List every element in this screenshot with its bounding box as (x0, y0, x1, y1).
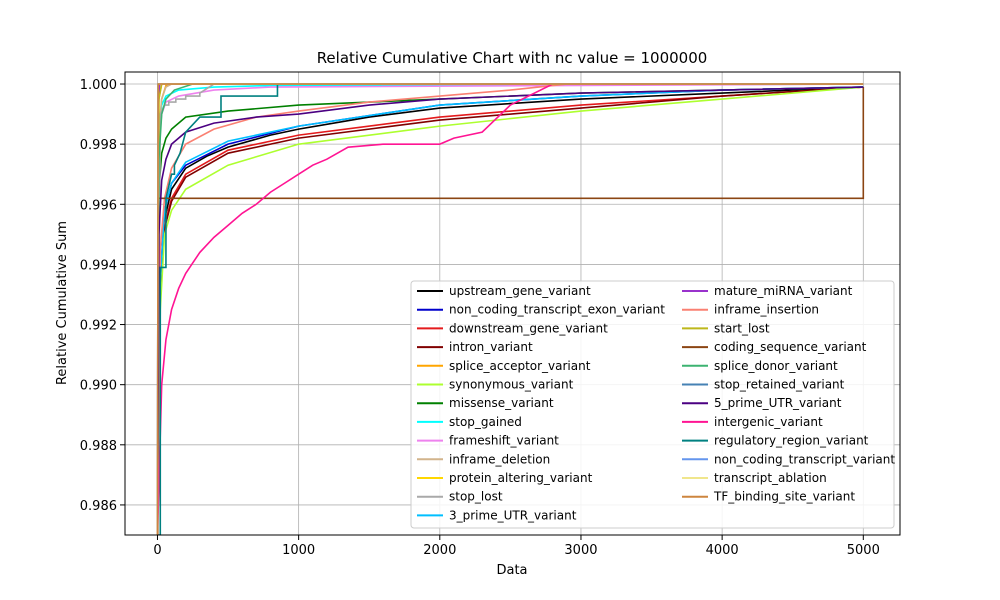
y-tick-label: 0.988 (80, 439, 117, 454)
legend: upstream_gene_variant non_coding_transcri… (410, 280, 895, 529)
series-line-5_prime_UTR_variant (156, 86, 864, 535)
legend-label: missense_variant (449, 396, 554, 410)
legend-label: stop_retained_variant (714, 378, 845, 392)
y-axis-label: Relative Cumulative Sum (55, 221, 70, 385)
x-tick-label: 3000 (564, 543, 597, 558)
x-tick-label: 2000 (423, 543, 456, 558)
legend-label: coding_sequence_variant (714, 340, 867, 354)
legend-label: mature_miRNA_variant (714, 284, 853, 298)
x-tick-label: 5000 (847, 543, 880, 558)
series-line-TF_binding_site_variant (156, 83, 864, 535)
legend-label: non_coding_transcript_exon_variant (449, 303, 665, 317)
series-line-regulatory_region_variant (157, 83, 864, 535)
chart-title: Relative Cumulative Chart with nc value … (317, 49, 708, 67)
legend-label: synonymous_variant (449, 378, 574, 392)
x-axis-label: Data (496, 563, 527, 578)
y-tick-label: 1.000 (80, 78, 117, 93)
y-tick-label: 0.992 (80, 319, 117, 334)
legend-label: inframe_deletion (449, 452, 550, 466)
legend-label: upstream_gene_variant (449, 284, 591, 298)
legend-label: transcript_ablation (714, 471, 827, 485)
series-line-synonymous_variant (156, 86, 864, 535)
legend-label: protein_altering_variant (449, 471, 593, 485)
legend-box (410, 280, 895, 529)
legend-label: TF_binding_site_variant (713, 490, 855, 504)
legend-label: splice_donor_variant (714, 359, 838, 373)
series-line-intergenic_variant (156, 83, 864, 535)
y-tick-label: 0.990 (80, 379, 117, 394)
series-line-3_prime_UTR_variant (156, 86, 864, 535)
legend-label: regulatory_region_variant (714, 434, 869, 448)
legend-label: stop_lost (449, 490, 503, 504)
y-tick-label: 0.994 (80, 258, 117, 273)
y-tick-label: 0.996 (80, 198, 117, 213)
legend-label: stop_gained (449, 415, 522, 429)
legend-label: splice_acceptor_variant (449, 359, 591, 373)
legend-label: start_lost (714, 321, 770, 335)
y-tick-label: 0.998 (80, 138, 117, 153)
x-tick-label: 0 (153, 543, 161, 558)
legend-label: non_coding_transcript_variant (714, 452, 895, 466)
legend-label: downstream_gene_variant (449, 321, 608, 335)
legend-label: 5_prime_UTR_variant (714, 396, 842, 410)
series-layer (156, 83, 865, 535)
x-tick-label: 1000 (282, 543, 315, 558)
legend-label: 3_prime_UTR_variant (449, 508, 577, 522)
legend-label: intron_variant (449, 340, 533, 354)
y-tick-label: 0.986 (80, 499, 117, 514)
ticks: 0 1000 2000 3000 4000 5000 0.986 0.988 0.990 0.99… (80, 78, 880, 558)
legend-label: intergenic_variant (714, 415, 823, 429)
legend-label: inframe_insertion (714, 303, 819, 317)
x-tick-label: 4000 (706, 543, 739, 558)
legend-label: frameshift_variant (449, 434, 559, 448)
plot-frame (124, 71, 901, 536)
